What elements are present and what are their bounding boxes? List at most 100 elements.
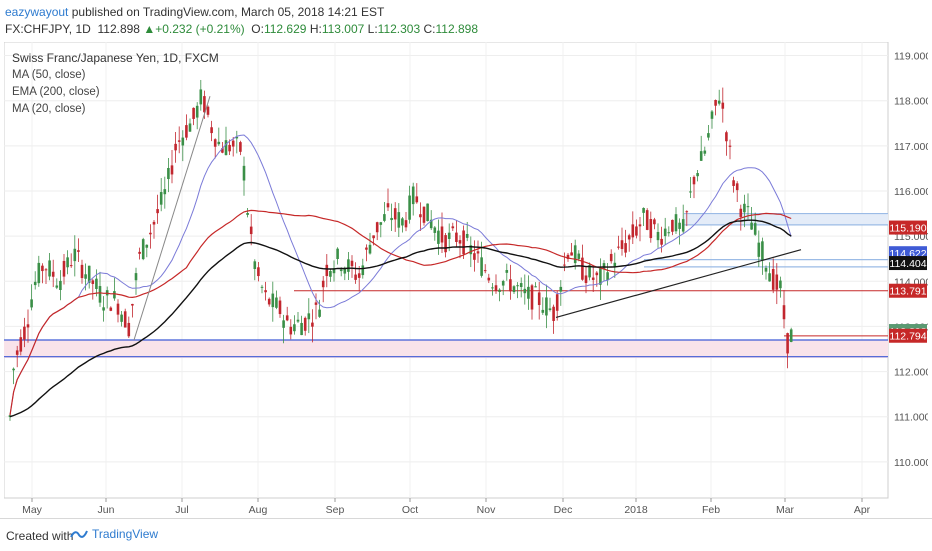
candle-body [224, 140, 228, 156]
candle-body [501, 281, 505, 286]
candle-body [494, 285, 498, 292]
candle-body [440, 226, 444, 243]
candle-body [681, 219, 685, 232]
open-label: O: [251, 22, 264, 36]
candle-body [437, 230, 440, 244]
candle-body [451, 226, 455, 229]
y-tick-label: 119.000 [894, 51, 928, 63]
chart-area[interactable]: 110.000111.000112.000113.000114.000115.0… [3, 41, 931, 518]
candle-body [59, 280, 62, 290]
candle-body [55, 285, 59, 288]
candle-body [267, 298, 271, 305]
candle-body [293, 324, 296, 332]
candle-body [127, 322, 131, 337]
x-tick-label: Jun [98, 504, 115, 516]
candle-body [239, 142, 242, 152]
candle-body [699, 151, 703, 161]
plot-frame [3, 41, 889, 499]
candle-body [638, 224, 642, 227]
low-label: L: [367, 22, 378, 36]
price-label-text: 112.794 [889, 331, 926, 343]
candle-body [563, 264, 566, 266]
candle-body [663, 228, 667, 237]
trendline-jun-jul [133, 96, 211, 341]
candle-body [411, 186, 415, 205]
candle-body [455, 232, 458, 242]
legend-ma20[interactable]: MA (20, close) [12, 103, 86, 115]
candle-body [404, 220, 408, 228]
candle-body [397, 212, 401, 228]
candle-body [483, 270, 487, 272]
candle-body [87, 265, 91, 283]
x-tick-label: Nov [477, 504, 496, 516]
candle-body [613, 262, 617, 267]
candle-body [19, 337, 23, 352]
author-link[interactable]: eazywayout [5, 5, 69, 19]
candle-body [462, 230, 465, 255]
candle-body [354, 274, 357, 280]
candle-body [721, 102, 725, 109]
candle-body [667, 232, 671, 234]
close-label: C: [423, 22, 436, 36]
legend-ma50[interactable]: MA (50, close) [12, 69, 86, 81]
candle-body [339, 269, 343, 272]
candle-body [620, 240, 624, 249]
candle-body [534, 286, 537, 288]
candle-body [559, 286, 563, 292]
candle-body [192, 107, 195, 119]
tradingview-brand[interactable]: TradingView [70, 527, 158, 541]
y-tick-label: 116.000 [894, 186, 928, 198]
price-chart[interactable]: 110.000111.000112.000113.000114.000115.0… [3, 41, 931, 518]
candle-body [138, 251, 141, 254]
high-label: H: [309, 22, 322, 36]
y-tick-label: 110.000 [894, 457, 928, 469]
publish-line: eazywayout published on TradingView.com,… [5, 5, 384, 19]
x-tick-label: Oct [402, 504, 418, 516]
support-zone [4, 339, 888, 359]
candle-body [325, 264, 329, 277]
candle-body [33, 281, 37, 286]
candle-body [429, 219, 433, 229]
indicator-legend: Swiss Franc/Japanese Yen, 1D, FXCM MA (5… [12, 50, 219, 118]
candle-body [678, 222, 681, 229]
candle-body [739, 208, 743, 217]
candle-body [757, 242, 761, 257]
candle-body [570, 252, 573, 256]
candle-body [771, 268, 775, 290]
candle-body [512, 286, 516, 293]
candle-body [307, 313, 311, 320]
x-tick-label: Apr [854, 504, 871, 516]
candle-body [599, 268, 602, 285]
candle-body [91, 280, 95, 284]
candle-body [476, 251, 480, 254]
candle-body [692, 176, 696, 185]
footer: Created with TradingView [0, 518, 932, 551]
candle-body [725, 132, 728, 142]
candle-body [383, 214, 386, 221]
candle-body [624, 243, 627, 253]
candle-body [163, 189, 167, 195]
candle-body [577, 253, 581, 259]
candle-body [285, 315, 289, 321]
candle-body [282, 320, 285, 328]
candle-body [69, 265, 73, 267]
candle-body [602, 263, 606, 270]
candle-body [649, 219, 653, 239]
x-tick-label: 2018 [624, 504, 648, 516]
candle-body [228, 144, 231, 152]
candle-body [530, 285, 534, 310]
y-tick-label: 118.000 [894, 96, 928, 108]
candle-body [768, 273, 771, 282]
candle-body [653, 219, 656, 225]
y-tick-label: 112.000 [894, 367, 928, 379]
x-tick-label: Sep [326, 504, 345, 516]
candle-body [217, 141, 221, 145]
candle-body [203, 96, 206, 113]
candle-body [170, 165, 174, 175]
candle-body [606, 272, 609, 281]
candle-body [660, 238, 663, 245]
candle-body [642, 207, 645, 213]
legend-ema200[interactable]: EMA (200, close) [12, 86, 100, 98]
tradingview-logo-icon [70, 530, 88, 538]
candle-body [167, 167, 170, 180]
